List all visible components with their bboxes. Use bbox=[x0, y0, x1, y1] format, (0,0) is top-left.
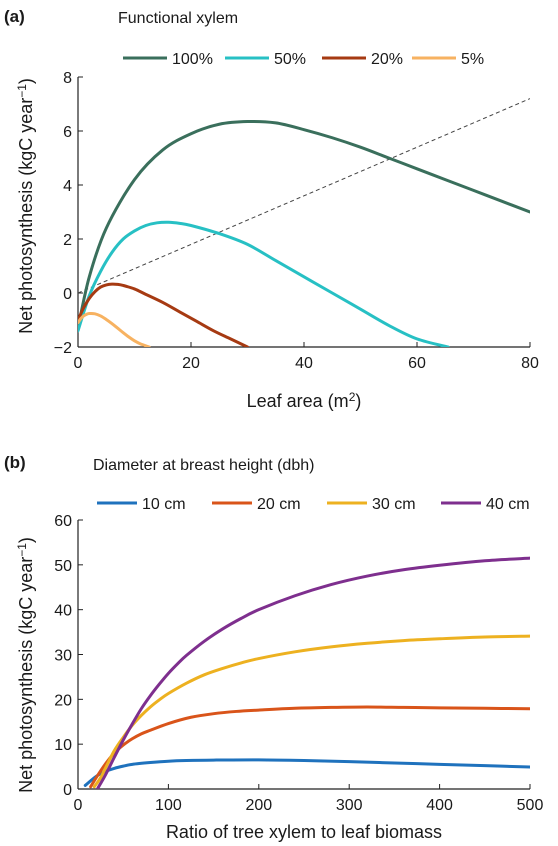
y-tick-label: 20 bbox=[54, 692, 72, 709]
y-tick-label: −2 bbox=[54, 340, 72, 357]
y-tick-label: 50 bbox=[54, 558, 72, 575]
y-tick-label: 60 bbox=[54, 513, 72, 530]
panel-b-plot: 0 100 200 300 400 500 0 10 20 30 40 50 60 bbox=[54, 513, 543, 814]
x-tick-label: 40 bbox=[295, 355, 313, 372]
panel-a-legend: 100% 50% 20% 5% bbox=[123, 51, 484, 68]
panel-b-legend-title: Diameter at breast height (dbh) bbox=[93, 457, 314, 474]
x-tick-label: 400 bbox=[426, 797, 453, 814]
x-tick-label: 200 bbox=[245, 797, 272, 814]
x-tick-label: 0 bbox=[74, 797, 83, 814]
legend-label: 5% bbox=[461, 51, 484, 68]
panel-b-legend: 10 cm 20 cm 30 cm 40 cm bbox=[97, 496, 530, 513]
legend-label: 10 cm bbox=[142, 496, 186, 513]
series-line-0 bbox=[78, 119, 530, 330]
series-line-2 bbox=[92, 634, 530, 789]
y-tick-label: 2 bbox=[63, 232, 72, 249]
panel-b-letter: (b) bbox=[4, 453, 26, 472]
x-tick-label: 80 bbox=[521, 355, 539, 372]
y-tick-label: 4 bbox=[63, 178, 72, 195]
y-tick-label: 0 bbox=[63, 782, 72, 799]
panel-a-x-axis-title: Leaf area (m2) bbox=[247, 390, 362, 411]
y-tick-label: 10 bbox=[54, 737, 72, 754]
y-tick-label: 8 bbox=[63, 70, 72, 87]
x-tick-label: 300 bbox=[336, 797, 363, 814]
y-tick-label: 0 bbox=[63, 286, 72, 303]
y-tick-label: 30 bbox=[54, 648, 72, 665]
legend-label: 30 cm bbox=[372, 496, 416, 513]
y-tick-label: 40 bbox=[54, 603, 72, 620]
y-tick-label: 6 bbox=[63, 124, 72, 141]
series-line-3 bbox=[96, 556, 530, 789]
x-tick-label: 500 bbox=[517, 797, 544, 814]
series-line-1 bbox=[89, 705, 530, 789]
series-line-2 bbox=[78, 282, 249, 347]
panel-b-x-axis-title: Ratio of tree xylem to leaf biomass bbox=[166, 822, 442, 842]
legend-label: 50% bbox=[274, 51, 306, 68]
legend-label: 20% bbox=[371, 51, 403, 68]
legend-label: 40 cm bbox=[486, 496, 530, 513]
panel-b: (b) Diameter at breast height (dbh) 10 c… bbox=[4, 453, 543, 842]
legend-label: 20 cm bbox=[257, 496, 301, 513]
series-line-3 bbox=[78, 311, 151, 347]
panel-a: (a) Functional xylem 100% 50% 20% 5% 0 20 40 6… bbox=[4, 7, 539, 411]
x-tick-label: 100 bbox=[155, 797, 182, 814]
series-line-1 bbox=[78, 220, 450, 347]
series-line-0 bbox=[83, 758, 530, 787]
legend-label: 100% bbox=[172, 51, 213, 68]
panel-a-letter: (a) bbox=[4, 7, 25, 26]
panel-a-legend-title: Functional xylem bbox=[118, 10, 238, 27]
x-tick-label: 20 bbox=[182, 355, 200, 372]
x-tick-label: 0 bbox=[74, 355, 83, 372]
panel-b-y-axis-title: Net photosynthesis (kgC year−1) bbox=[15, 537, 36, 793]
x-tick-label: 60 bbox=[408, 355, 426, 372]
reference-line bbox=[78, 98, 530, 294]
panel-a-y-axis-title: Net photosynthesis (kgC year−1) bbox=[15, 78, 36, 334]
